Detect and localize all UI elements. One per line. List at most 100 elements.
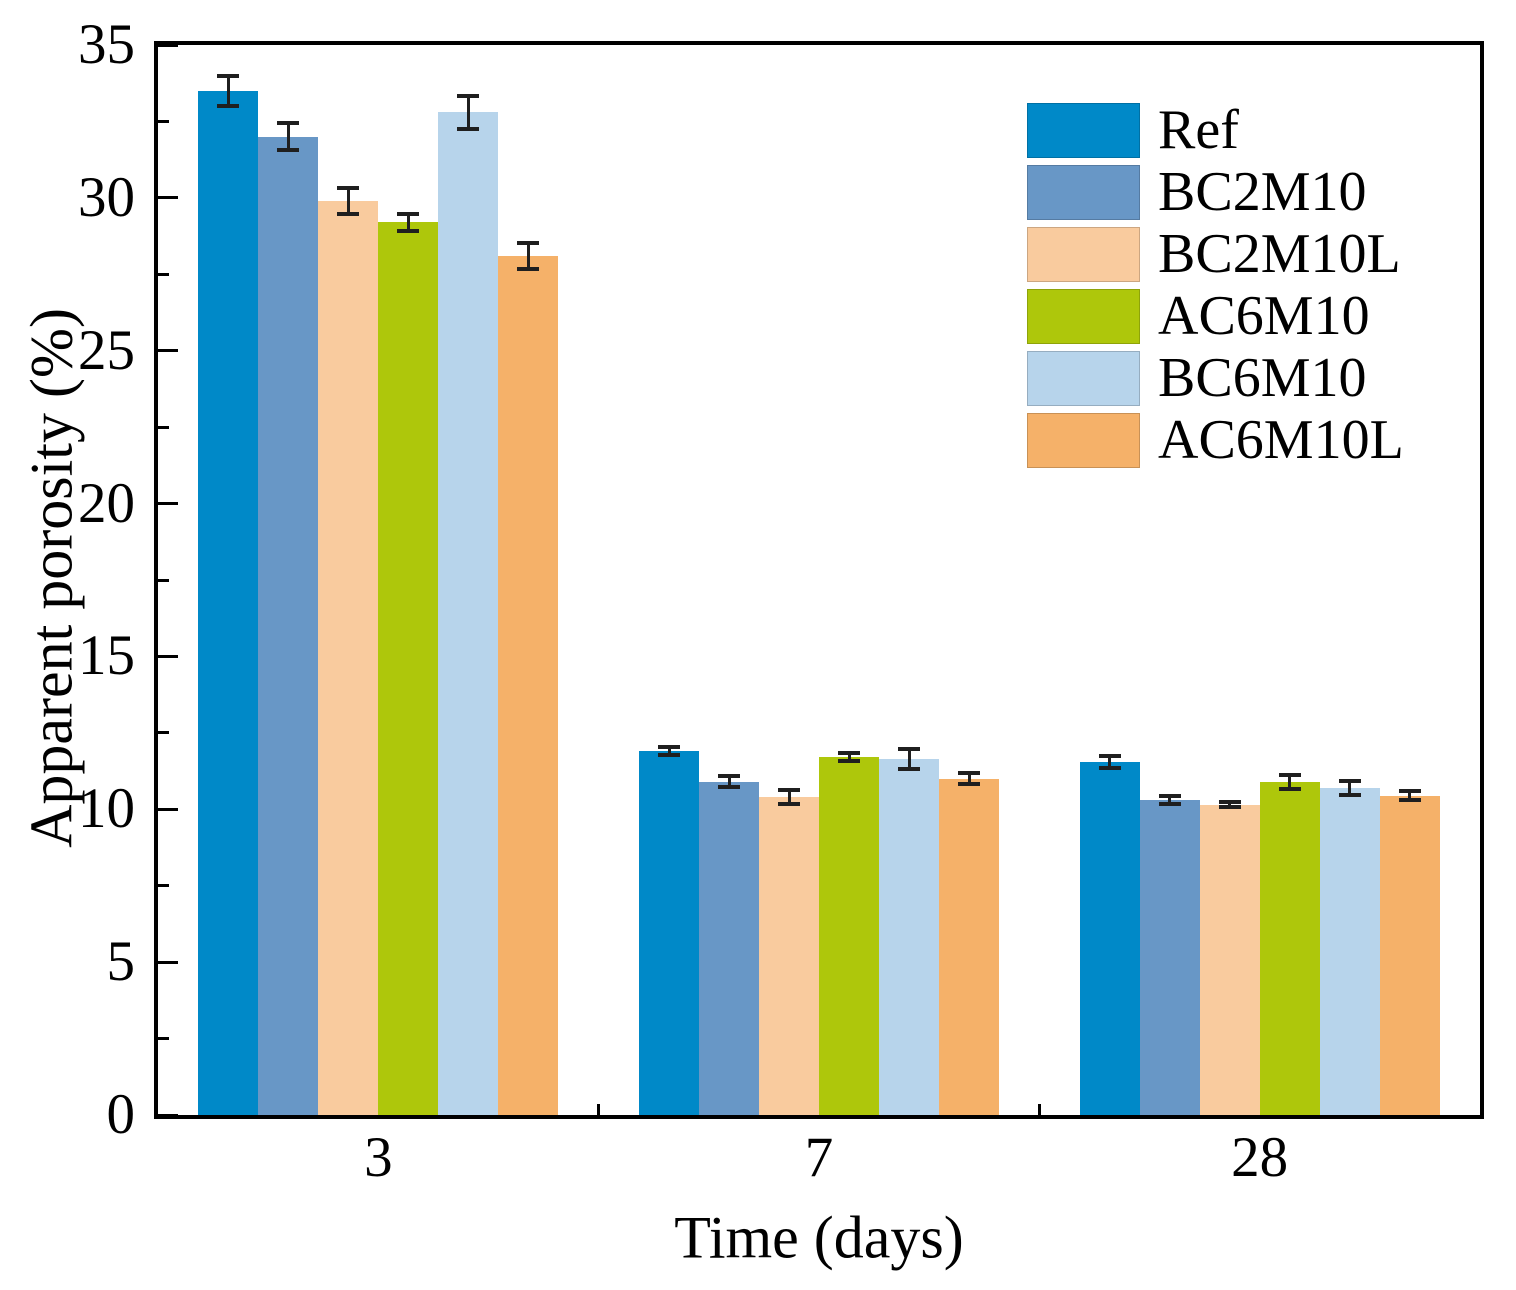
bar-ref-day-28 <box>1079 761 1140 1115</box>
error-bar-cap-bottom <box>1098 765 1121 770</box>
error-bar-bc6m10-day-28 <box>1338 778 1361 798</box>
error-bar-bc2m10l-day-3 <box>337 185 360 217</box>
error-bar-stem <box>787 787 791 807</box>
y-tick-label-5: 5 <box>106 930 136 994</box>
legend-item-bc2m10: BC2M10 <box>1027 161 1404 223</box>
error-bar-stem <box>1288 772 1292 791</box>
error-bar-ac6m10l-day-7 <box>958 771 980 787</box>
error-bar-ac6m10-day-7 <box>838 751 860 764</box>
bar-bc2m10l-day-7 <box>759 797 819 1115</box>
x-tick-label-7: 7 <box>804 1126 834 1189</box>
error-bar-ac6m10l-day-3 <box>517 240 540 272</box>
bar-bc2m10-day-7 <box>699 781 759 1115</box>
legend-swatch-bc2m10l <box>1027 227 1140 282</box>
bar-ref-day-3 <box>198 90 259 1115</box>
error-bar-cap-bottom <box>217 103 240 108</box>
error-bar-stem <box>526 240 530 272</box>
legend-label-bc2m10l: BC2M10L <box>1158 223 1401 285</box>
error-bar-stem <box>667 745 671 758</box>
bar-ac6m10-day-3 <box>378 222 439 1115</box>
error-bar-cap-bottom <box>1398 797 1421 802</box>
legend-label-ref: Ref <box>1158 99 1239 161</box>
error-bar-cap-bottom <box>337 212 360 217</box>
error-bar-stem <box>727 774 731 790</box>
error-bar-cap-bottom <box>1158 802 1181 807</box>
y-minor-tick-22.5 <box>158 425 169 429</box>
error-bar-cap-bottom <box>718 785 740 790</box>
legend-swatch-ac6m10l <box>1027 413 1140 468</box>
y-tick-label-20: 20 <box>78 471 135 535</box>
error-bar-stem <box>346 185 350 217</box>
error-bar-stem <box>466 93 470 131</box>
x-tick-label-28: 28 <box>1231 1126 1289 1189</box>
bar-bc2m10l-day-28 <box>1199 804 1260 1115</box>
y-minor-tick-2.5 <box>158 1037 169 1041</box>
y-minor-tick-12.5 <box>158 731 169 735</box>
bar-bc6m10-day-3 <box>438 112 499 1115</box>
y-major-tick-30 <box>158 196 178 200</box>
error-bar-stem <box>1168 794 1172 807</box>
bar-bc6m10-day-7 <box>879 758 939 1115</box>
y-minor-tick-27.5 <box>158 272 169 276</box>
y-major-tick-15 <box>158 654 178 658</box>
error-bar-ac6m10-day-28 <box>1278 772 1301 791</box>
error-bar-bc2m10l-day-28 <box>1218 800 1241 810</box>
legend-item-ac6m10l: AC6M10L <box>1027 409 1404 471</box>
legend-swatch-ref <box>1027 103 1140 158</box>
bar-ac6m10-day-7 <box>819 757 879 1115</box>
legend-swatch-bc6m10 <box>1027 351 1140 406</box>
legend-label-ac6m10l: AC6M10L <box>1158 409 1404 471</box>
bar-ac6m10l-day-3 <box>498 255 559 1115</box>
legend-swatch-bc2m10 <box>1027 165 1140 220</box>
bar-ref-day-7 <box>639 751 699 1115</box>
error-bar-stem <box>406 211 410 233</box>
error-bar-cap-bottom <box>1338 793 1361 798</box>
bar-bc2m10l-day-3 <box>318 200 379 1115</box>
error-bar-stem <box>286 121 290 152</box>
legend: Ref BC2M10 BC2M10L AC6M10 BC6M10 AC6M10L <box>1027 99 1404 471</box>
y-tick-label-30: 30 <box>78 165 135 229</box>
x-axis-title: Time (days) <box>674 1204 964 1271</box>
y-tick-label-10: 10 <box>78 777 135 841</box>
legend-label-bc6m10: BC6M10 <box>1158 347 1367 409</box>
plot-area: Ref BC2M10 BC2M10L AC6M10 BC6M10 AC6M10L <box>154 41 1484 1119</box>
error-bar-stem <box>226 74 230 108</box>
error-bar-cap-bottom <box>958 782 980 787</box>
x-minor-tick-1 <box>597 1104 601 1115</box>
error-bar-bc2m10l-day-7 <box>778 787 800 807</box>
y-major-tick-25 <box>158 349 178 353</box>
legend-item-bc6m10: BC6M10 <box>1027 347 1404 409</box>
error-bar-bc2m10-day-3 <box>277 121 300 152</box>
error-bar-bc2m10-day-7 <box>718 774 740 790</box>
error-bar-cap-bottom <box>1218 805 1241 810</box>
bar-bc6m10-day-28 <box>1319 787 1380 1115</box>
bar-bc2m10-day-28 <box>1139 800 1200 1115</box>
error-bar-ac6m10l-day-28 <box>1398 789 1421 802</box>
bar-ac6m10-day-28 <box>1259 781 1320 1115</box>
error-bar-cap-bottom <box>658 753 680 758</box>
x-minor-tick-2 <box>1037 1104 1041 1115</box>
error-bar-ac6m10-day-3 <box>397 211 420 233</box>
y-minor-tick-7.5 <box>158 884 169 888</box>
error-bar-cap-bottom <box>898 767 920 772</box>
error-bar-bc6m10-day-3 <box>457 93 480 131</box>
error-bar-cap-bottom <box>517 267 540 272</box>
bar-ac6m10l-day-28 <box>1379 795 1440 1115</box>
error-bar-cap-bottom <box>1278 786 1301 791</box>
y-minor-tick-32.5 <box>158 119 169 123</box>
y-minor-tick-17.5 <box>158 578 169 582</box>
y-axis-title: Apparent porosity (%) <box>18 308 85 848</box>
legend-label-ac6m10: AC6M10 <box>1158 285 1370 347</box>
y-major-tick-20 <box>158 502 178 506</box>
bar-ac6m10l-day-7 <box>939 778 999 1115</box>
error-bar-cap-bottom <box>277 147 300 152</box>
error-bar-stem <box>1408 789 1412 802</box>
error-bar-ref-day-7 <box>658 745 680 758</box>
error-bar-cap-bottom <box>457 126 480 131</box>
error-bar-stem <box>847 751 851 764</box>
y-tick-label-15: 15 <box>78 624 135 688</box>
error-bar-ref-day-3 <box>217 74 240 108</box>
legend-label-bc2m10: BC2M10 <box>1158 161 1367 223</box>
y-tick-label-25: 25 <box>78 318 135 382</box>
